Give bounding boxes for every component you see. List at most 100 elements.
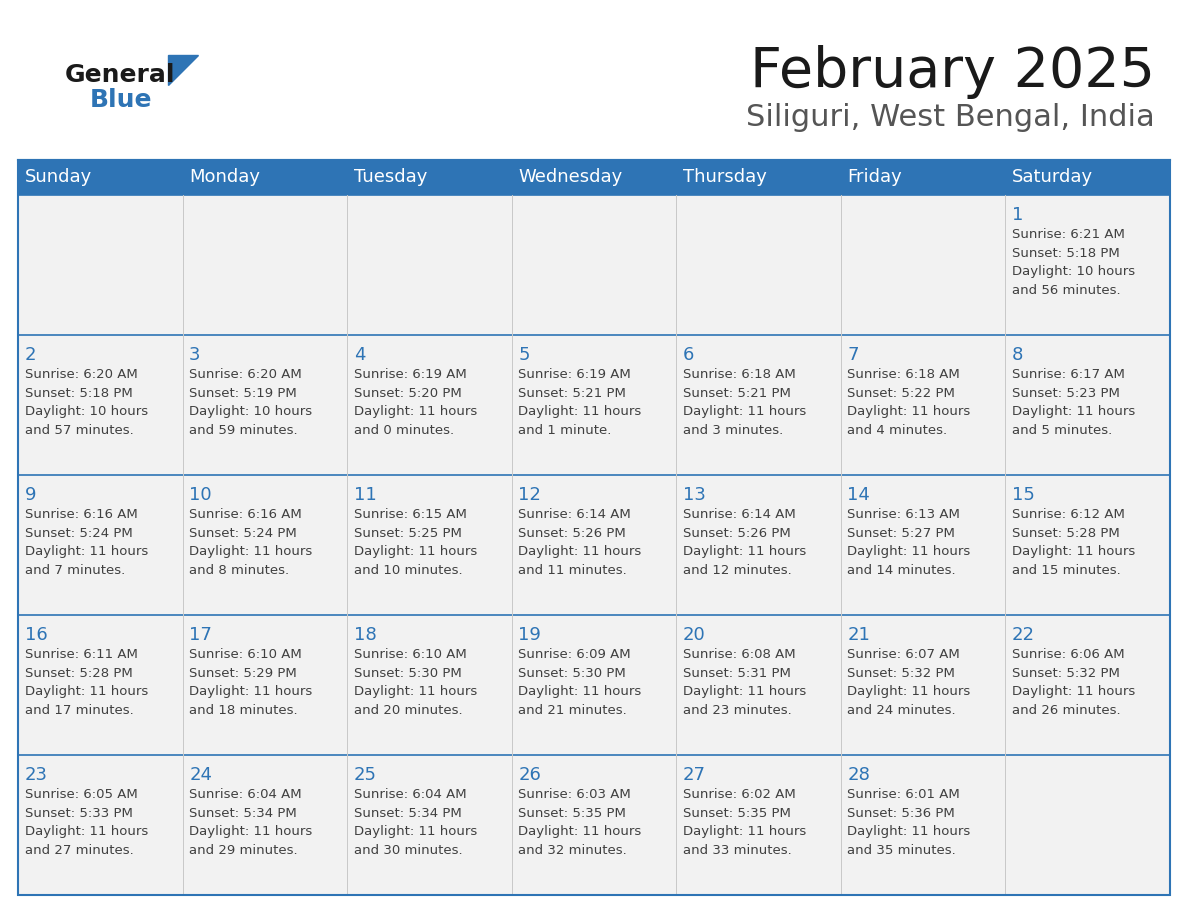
FancyBboxPatch shape [841, 335, 1005, 475]
FancyBboxPatch shape [841, 160, 1005, 195]
FancyBboxPatch shape [512, 160, 676, 195]
Text: 21: 21 [847, 626, 871, 644]
Text: 20: 20 [683, 626, 706, 644]
FancyBboxPatch shape [676, 195, 841, 335]
Text: Sunrise: 6:17 AM
Sunset: 5:23 PM
Daylight: 11 hours
and 5 minutes.: Sunrise: 6:17 AM Sunset: 5:23 PM Dayligh… [1012, 368, 1136, 437]
Text: 19: 19 [518, 626, 542, 644]
Text: Sunrise: 6:20 AM
Sunset: 5:19 PM
Daylight: 10 hours
and 59 minutes.: Sunrise: 6:20 AM Sunset: 5:19 PM Dayligh… [189, 368, 312, 437]
FancyBboxPatch shape [676, 615, 841, 755]
Text: Sunrise: 6:15 AM
Sunset: 5:25 PM
Daylight: 11 hours
and 10 minutes.: Sunrise: 6:15 AM Sunset: 5:25 PM Dayligh… [354, 509, 476, 577]
Text: February 2025: February 2025 [750, 45, 1155, 99]
Polygon shape [168, 55, 198, 85]
Text: Sunrise: 6:12 AM
Sunset: 5:28 PM
Daylight: 11 hours
and 15 minutes.: Sunrise: 6:12 AM Sunset: 5:28 PM Dayligh… [1012, 509, 1136, 577]
FancyBboxPatch shape [347, 195, 512, 335]
FancyBboxPatch shape [18, 160, 183, 195]
Text: Monday: Monday [189, 169, 260, 186]
FancyBboxPatch shape [841, 755, 1005, 895]
Text: 9: 9 [25, 487, 36, 504]
Text: 7: 7 [847, 346, 859, 364]
FancyBboxPatch shape [18, 615, 183, 755]
FancyBboxPatch shape [512, 475, 676, 615]
Text: 1: 1 [1012, 207, 1023, 224]
Text: 8: 8 [1012, 346, 1023, 364]
Text: Sunrise: 6:11 AM
Sunset: 5:28 PM
Daylight: 11 hours
and 17 minutes.: Sunrise: 6:11 AM Sunset: 5:28 PM Dayligh… [25, 648, 147, 717]
Text: 10: 10 [189, 487, 211, 504]
FancyBboxPatch shape [18, 195, 183, 335]
Text: 26: 26 [518, 767, 542, 784]
FancyBboxPatch shape [183, 335, 347, 475]
Text: Sunrise: 6:18 AM
Sunset: 5:21 PM
Daylight: 11 hours
and 3 minutes.: Sunrise: 6:18 AM Sunset: 5:21 PM Dayligh… [683, 368, 807, 437]
Text: Sunrise: 6:08 AM
Sunset: 5:31 PM
Daylight: 11 hours
and 23 minutes.: Sunrise: 6:08 AM Sunset: 5:31 PM Dayligh… [683, 648, 807, 717]
Text: Sunday: Sunday [25, 169, 91, 186]
FancyBboxPatch shape [347, 160, 512, 195]
Text: Sunrise: 6:13 AM
Sunset: 5:27 PM
Daylight: 11 hours
and 14 minutes.: Sunrise: 6:13 AM Sunset: 5:27 PM Dayligh… [847, 509, 971, 577]
Text: Wednesday: Wednesday [518, 169, 623, 186]
Text: Sunrise: 6:20 AM
Sunset: 5:18 PM
Daylight: 10 hours
and 57 minutes.: Sunrise: 6:20 AM Sunset: 5:18 PM Dayligh… [25, 368, 147, 437]
FancyBboxPatch shape [512, 335, 676, 475]
FancyBboxPatch shape [1005, 335, 1170, 475]
FancyBboxPatch shape [347, 335, 512, 475]
Text: Sunrise: 6:18 AM
Sunset: 5:22 PM
Daylight: 11 hours
and 4 minutes.: Sunrise: 6:18 AM Sunset: 5:22 PM Dayligh… [847, 368, 971, 437]
Text: 27: 27 [683, 767, 706, 784]
Text: 6: 6 [683, 346, 694, 364]
Text: 13: 13 [683, 487, 706, 504]
Text: General: General [65, 63, 176, 87]
Text: 12: 12 [518, 487, 542, 504]
FancyBboxPatch shape [18, 475, 183, 615]
FancyBboxPatch shape [1005, 160, 1170, 195]
FancyBboxPatch shape [512, 615, 676, 755]
Text: Siliguri, West Bengal, India: Siliguri, West Bengal, India [746, 104, 1155, 132]
FancyBboxPatch shape [841, 195, 1005, 335]
Text: 2: 2 [25, 346, 36, 364]
FancyBboxPatch shape [1005, 195, 1170, 335]
Text: Sunrise: 6:21 AM
Sunset: 5:18 PM
Daylight: 10 hours
and 56 minutes.: Sunrise: 6:21 AM Sunset: 5:18 PM Dayligh… [1012, 229, 1136, 297]
Text: 22: 22 [1012, 626, 1035, 644]
Text: 14: 14 [847, 487, 871, 504]
Text: 4: 4 [354, 346, 365, 364]
FancyBboxPatch shape [347, 755, 512, 895]
FancyBboxPatch shape [183, 615, 347, 755]
Text: Tuesday: Tuesday [354, 169, 428, 186]
Text: 23: 23 [25, 767, 48, 784]
FancyBboxPatch shape [183, 160, 347, 195]
FancyBboxPatch shape [1005, 475, 1170, 615]
Text: Sunrise: 6:09 AM
Sunset: 5:30 PM
Daylight: 11 hours
and 21 minutes.: Sunrise: 6:09 AM Sunset: 5:30 PM Dayligh… [518, 648, 642, 717]
Text: Sunrise: 6:02 AM
Sunset: 5:35 PM
Daylight: 11 hours
and 33 minutes.: Sunrise: 6:02 AM Sunset: 5:35 PM Dayligh… [683, 789, 807, 856]
FancyBboxPatch shape [1005, 755, 1170, 895]
FancyBboxPatch shape [512, 195, 676, 335]
FancyBboxPatch shape [676, 755, 841, 895]
Text: Sunrise: 6:07 AM
Sunset: 5:32 PM
Daylight: 11 hours
and 24 minutes.: Sunrise: 6:07 AM Sunset: 5:32 PM Dayligh… [847, 648, 971, 717]
FancyBboxPatch shape [676, 335, 841, 475]
Text: Sunrise: 6:19 AM
Sunset: 5:21 PM
Daylight: 11 hours
and 1 minute.: Sunrise: 6:19 AM Sunset: 5:21 PM Dayligh… [518, 368, 642, 437]
Text: Friday: Friday [847, 169, 902, 186]
FancyBboxPatch shape [347, 475, 512, 615]
Text: Sunrise: 6:16 AM
Sunset: 5:24 PM
Daylight: 11 hours
and 7 minutes.: Sunrise: 6:16 AM Sunset: 5:24 PM Dayligh… [25, 509, 147, 577]
Text: Thursday: Thursday [683, 169, 766, 186]
Text: 24: 24 [189, 767, 213, 784]
Text: Sunrise: 6:01 AM
Sunset: 5:36 PM
Daylight: 11 hours
and 35 minutes.: Sunrise: 6:01 AM Sunset: 5:36 PM Dayligh… [847, 789, 971, 856]
FancyBboxPatch shape [183, 475, 347, 615]
Text: Sunrise: 6:06 AM
Sunset: 5:32 PM
Daylight: 11 hours
and 26 minutes.: Sunrise: 6:06 AM Sunset: 5:32 PM Dayligh… [1012, 648, 1136, 717]
Text: 5: 5 [518, 346, 530, 364]
Text: Saturday: Saturday [1012, 169, 1093, 186]
FancyBboxPatch shape [183, 195, 347, 335]
Text: Sunrise: 6:10 AM
Sunset: 5:29 PM
Daylight: 11 hours
and 18 minutes.: Sunrise: 6:10 AM Sunset: 5:29 PM Dayligh… [189, 648, 312, 717]
Text: 11: 11 [354, 487, 377, 504]
Text: Sunrise: 6:19 AM
Sunset: 5:20 PM
Daylight: 11 hours
and 0 minutes.: Sunrise: 6:19 AM Sunset: 5:20 PM Dayligh… [354, 368, 476, 437]
Text: 3: 3 [189, 346, 201, 364]
FancyBboxPatch shape [841, 615, 1005, 755]
FancyBboxPatch shape [676, 160, 841, 195]
FancyBboxPatch shape [347, 615, 512, 755]
Text: 18: 18 [354, 626, 377, 644]
Text: Sunrise: 6:14 AM
Sunset: 5:26 PM
Daylight: 11 hours
and 11 minutes.: Sunrise: 6:14 AM Sunset: 5:26 PM Dayligh… [518, 509, 642, 577]
Text: Blue: Blue [90, 88, 152, 112]
FancyBboxPatch shape [183, 755, 347, 895]
FancyBboxPatch shape [18, 755, 183, 895]
Text: Sunrise: 6:05 AM
Sunset: 5:33 PM
Daylight: 11 hours
and 27 minutes.: Sunrise: 6:05 AM Sunset: 5:33 PM Dayligh… [25, 789, 147, 856]
Text: 25: 25 [354, 767, 377, 784]
Text: 17: 17 [189, 626, 211, 644]
FancyBboxPatch shape [676, 475, 841, 615]
Text: 16: 16 [25, 626, 48, 644]
Text: Sunrise: 6:10 AM
Sunset: 5:30 PM
Daylight: 11 hours
and 20 minutes.: Sunrise: 6:10 AM Sunset: 5:30 PM Dayligh… [354, 648, 476, 717]
Text: 28: 28 [847, 767, 871, 784]
